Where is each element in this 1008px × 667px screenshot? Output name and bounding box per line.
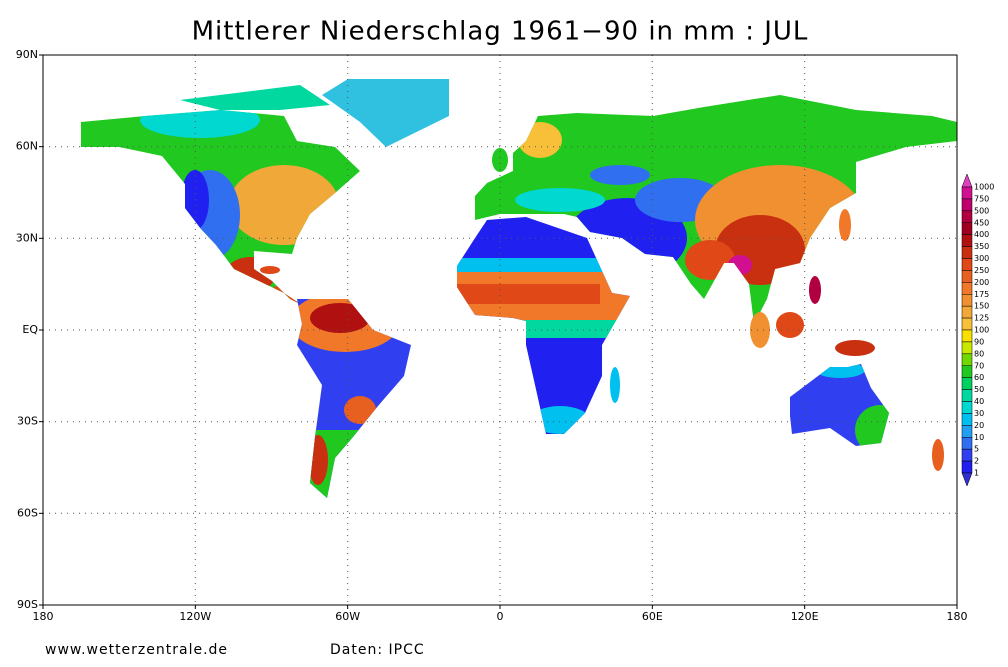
africa: [457, 217, 630, 434]
legend-swatch: [961, 258, 973, 271]
legend-label: 750: [974, 194, 989, 203]
legend-swatch: [961, 294, 973, 307]
legend-swatch: [961, 472, 973, 487]
legend-label: 30: [974, 409, 984, 418]
color-legend: 1000750500450400350300250200175150125100…: [961, 173, 994, 487]
footer-site: www.wetterzentrale.de: [45, 642, 228, 658]
lon-label: 120W: [179, 610, 211, 623]
legend-swatch: [961, 282, 973, 295]
philippines: [809, 276, 821, 304]
legend-swatch: [961, 329, 973, 343]
lat-label: 30N: [16, 231, 38, 244]
legend-swatch: [961, 246, 973, 259]
legend-swatch: [961, 210, 973, 223]
graticule: [43, 55, 957, 605]
lon-label: 120E: [791, 610, 819, 623]
greenland: [322, 79, 449, 147]
legend-label: 60: [974, 373, 984, 382]
legend-swatch: [961, 437, 973, 450]
legend-label: 5: [974, 445, 979, 454]
legend-swatch: [961, 186, 973, 200]
legend-label: 1000: [974, 183, 994, 192]
legend-swatch: [961, 353, 973, 367]
legend-swatch: [961, 317, 973, 331]
british-isles: [492, 148, 508, 172]
lon-label: 60W: [335, 610, 360, 623]
legend-swatch: [961, 377, 973, 390]
legend-swatch: [961, 222, 973, 235]
legend-swatch: [961, 341, 973, 355]
legend-label: 450: [974, 218, 989, 227]
legend-swatch: [961, 448, 973, 462]
legend-label: 250: [974, 266, 989, 275]
new-guinea: [835, 340, 875, 356]
legend-label: 175: [974, 290, 989, 299]
legend-swatch: [961, 413, 973, 426]
legend-label: 10: [974, 433, 984, 442]
japan: [839, 209, 851, 241]
lat-label: 60N: [16, 140, 38, 153]
lon-label: 180: [33, 610, 54, 623]
sumatra: [750, 312, 770, 348]
legend-swatch: [961, 198, 973, 212]
legend-swatch: [961, 234, 973, 247]
north-america: [81, 110, 360, 305]
legend-label: 125: [974, 314, 989, 323]
new-zealand: [932, 439, 944, 471]
lon-label: 0: [497, 610, 504, 623]
caribbean: [260, 266, 280, 274]
legend-label: 40: [974, 397, 984, 406]
legend-swatch: [961, 173, 973, 188]
lat-label: EQ: [22, 323, 38, 336]
madagascar: [610, 367, 620, 403]
legend-label: 300: [974, 254, 989, 263]
legend-label: 80: [974, 349, 984, 358]
legend-label: 150: [974, 302, 989, 311]
borneo: [776, 312, 804, 338]
arctic-islands: [180, 85, 330, 110]
legend-label: 1: [974, 469, 979, 478]
australia: [790, 364, 889, 446]
legend-label: 350: [974, 242, 989, 251]
lat-label: 60S: [17, 506, 38, 519]
lat-label: 90S: [17, 598, 38, 611]
legend-swatch: [961, 365, 973, 378]
legend-label: 20: [974, 421, 984, 430]
legend-label: 70: [974, 361, 984, 370]
footer-credit: Daten: IPCC: [330, 642, 425, 658]
legend-swatch: [961, 389, 973, 402]
legend-label: 400: [974, 230, 989, 239]
legend-swatch: [961, 425, 973, 438]
legend-label: 500: [974, 206, 989, 215]
legend-label: 2: [974, 457, 979, 466]
land: [81, 79, 957, 498]
legend-label: 90: [974, 337, 984, 346]
lon-label: 180: [947, 610, 968, 623]
legend-label: 100: [974, 326, 989, 335]
legend-swatch: [961, 460, 973, 474]
legend-label: 200: [974, 278, 989, 287]
lon-label: 60E: [642, 610, 663, 623]
legend-swatch: [961, 270, 973, 283]
legend-label: 50: [974, 385, 984, 394]
map-title: Mittlerer Niederschlag 1961−90 in mm : J…: [192, 17, 809, 47]
lat-label: 30S: [17, 415, 38, 428]
lat-label: 90N: [16, 48, 38, 61]
legend-swatch: [961, 305, 973, 319]
south-america: [297, 299, 411, 498]
legend-swatch: [961, 401, 973, 414]
